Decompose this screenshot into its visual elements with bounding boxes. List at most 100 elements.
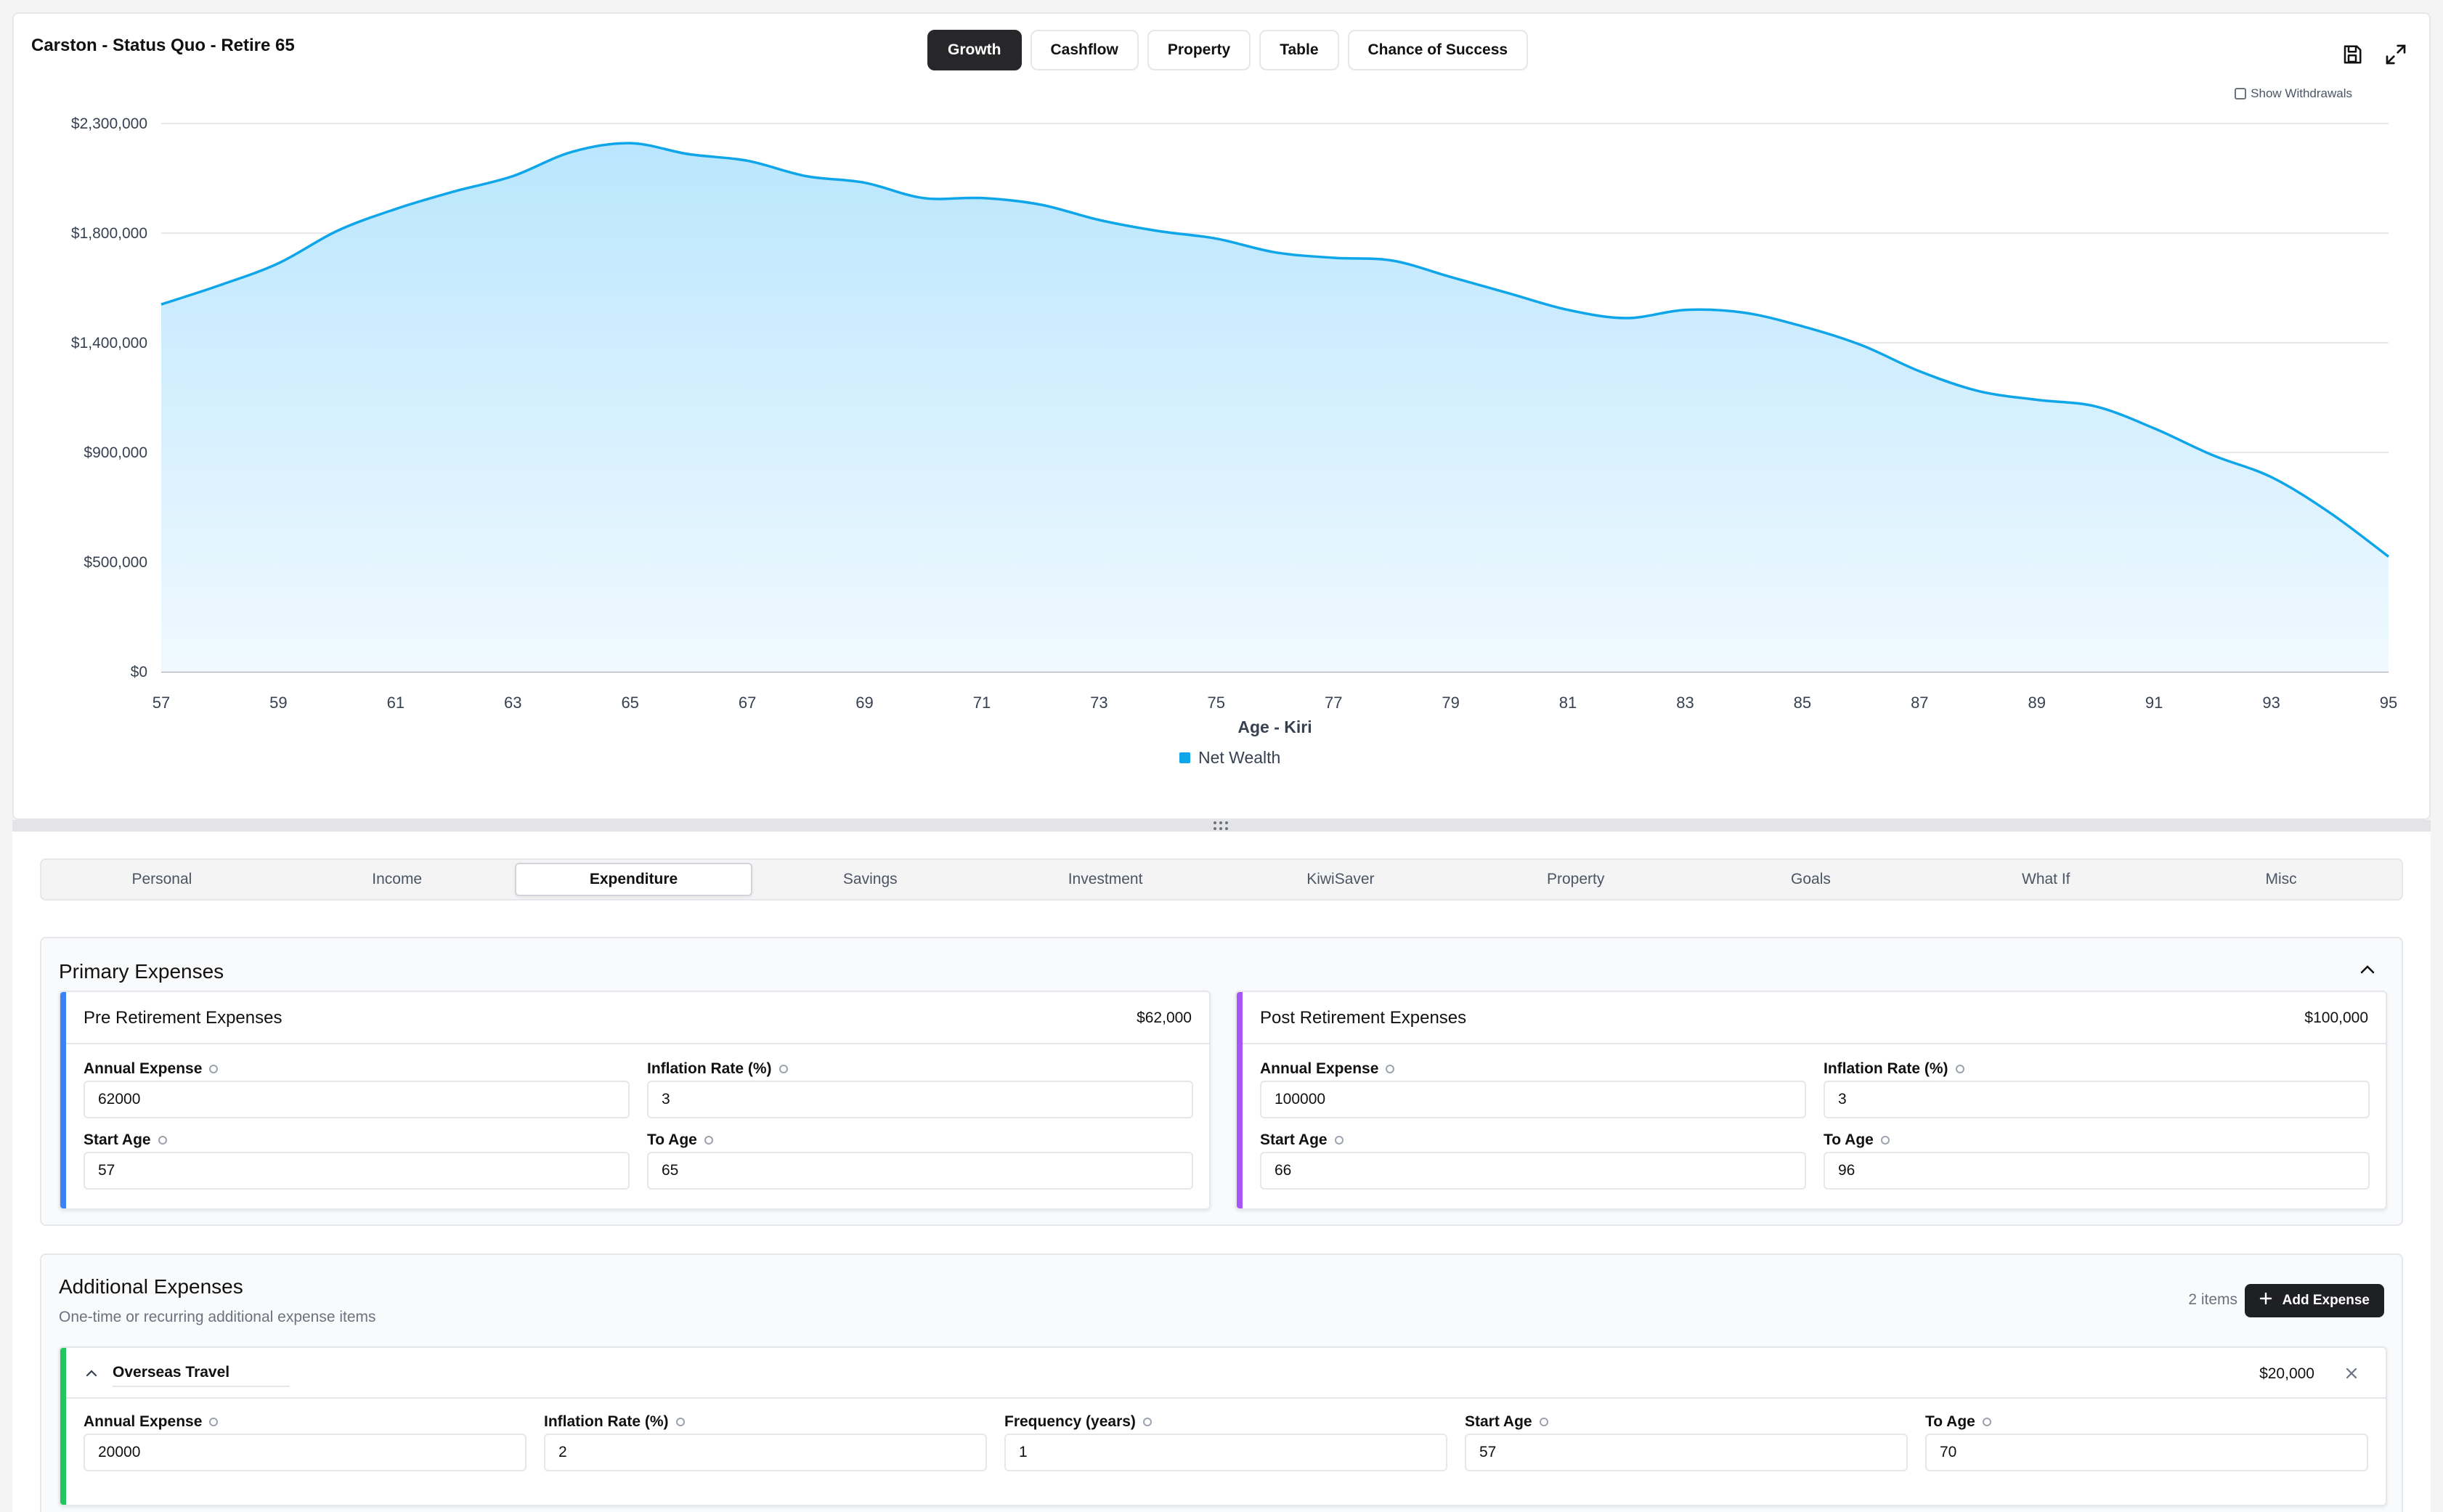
overseas-travel-amount: $20,000	[2259, 1365, 2314, 1382]
travel-to-age-input[interactable]: 70	[1925, 1434, 2368, 1471]
info-icon[interactable]	[209, 1065, 219, 1073]
tab-expenditure[interactable]: Expenditure	[514, 863, 753, 896]
pre-annual-expense-input[interactable]: 62000	[84, 1081, 630, 1118]
travel-frequency-label: Frequency (years)	[1004, 1413, 1136, 1430]
travel-annual-expense-label: Annual Expense	[84, 1413, 203, 1430]
info-icon[interactable]	[1539, 1418, 1548, 1426]
additional-expenses-title: Additional Expenses	[59, 1275, 243, 1298]
pre-retirement-amount: $62,000	[1137, 1009, 1192, 1026]
post-inflation-label: Inflation Rate (%)	[1824, 1060, 1948, 1077]
additional-expenses-subtitle: One-time or recurring additional expense…	[59, 1309, 376, 1325]
post-retirement-card: Post Retirement Expenses $100,000 Annual…	[1235, 991, 2387, 1210]
x-tick-label: 85	[1794, 694, 1811, 712]
tab-misc[interactable]: Misc	[2265, 871, 2297, 887]
travel-start-age-input[interactable]: 57	[1465, 1434, 1908, 1471]
pre-start-age-input[interactable]: 57	[84, 1152, 630, 1190]
tab-investment[interactable]: Investment	[1068, 871, 1143, 887]
tab-goals[interactable]: Goals	[1791, 871, 1831, 887]
legend-swatch	[1179, 752, 1190, 763]
close-icon[interactable]	[2345, 1367, 2358, 1383]
travel-inflation-input[interactable]: 2	[544, 1434, 987, 1471]
post-start-age-label: Start Age	[1260, 1131, 1328, 1148]
additional-expenses-group: Additional Expenses One-time or recurrin…	[40, 1253, 2403, 1512]
info-icon[interactable]	[1880, 1136, 1890, 1145]
tab-what-if[interactable]: What If	[2022, 871, 2070, 887]
post-annual-expense-label: Annual Expense	[1260, 1060, 1379, 1077]
view-tabs: Growth Cashflow Property Table Chance of…	[927, 30, 1529, 70]
expand-icon[interactable]	[2383, 41, 2409, 68]
y-tick-label: $500,000	[84, 554, 147, 571]
pre-inflation-input[interactable]: 3	[647, 1081, 1193, 1118]
info-icon[interactable]	[1955, 1065, 1964, 1073]
post-start-age-input[interactable]: 66	[1260, 1152, 1806, 1190]
info-icon[interactable]	[1386, 1065, 1395, 1073]
show-withdrawals-checkbox[interactable]	[2235, 88, 2247, 99]
tab-savings[interactable]: Savings	[842, 871, 898, 887]
tab-chance-of-success[interactable]: Chance of Success	[1347, 30, 1529, 70]
x-tick-label: 91	[2145, 694, 2163, 712]
tab-property[interactable]: Property	[1147, 30, 1251, 70]
tab-property-section[interactable]: Property	[1546, 871, 1605, 887]
x-tick-label: 75	[1208, 694, 1225, 712]
travel-start-age-field: Start Age 57	[1465, 1412, 1908, 1471]
x-tick-label: 73	[1090, 694, 1107, 712]
tab-kiwisaver[interactable]: KiwiSaver	[1306, 871, 1375, 887]
travel-annual-expense-field: Annual Expense 20000	[84, 1412, 527, 1471]
pre-retirement-title: Pre Retirement Expenses	[84, 1008, 282, 1028]
add-expense-button[interactable]: Add Expense	[2244, 1284, 2384, 1317]
pre-to-age-input[interactable]: 65	[647, 1152, 1193, 1190]
x-tick-label: 71	[973, 694, 991, 712]
net-wealth-area	[161, 143, 2389, 672]
chevron-up-icon[interactable]	[2359, 964, 2375, 978]
info-icon[interactable]	[1334, 1136, 1344, 1145]
info-icon[interactable]	[209, 1418, 219, 1426]
add-expense-label: Add Expense	[2282, 1293, 2370, 1308]
drag-handle-icon[interactable]	[1214, 821, 1231, 830]
chevron-up-icon[interactable]	[85, 1368, 98, 1381]
post-retirement-accent	[1237, 992, 1243, 1208]
post-inflation-input[interactable]: 3	[1824, 1081, 2370, 1118]
x-tick-label: 83	[1676, 694, 1694, 712]
pre-to-age-label: To Age	[647, 1131, 697, 1148]
plus-icon	[2259, 1292, 2272, 1309]
post-to-age-field: To Age 96	[1824, 1130, 2370, 1190]
info-icon[interactable]	[1982, 1418, 1991, 1426]
info-icon[interactable]	[675, 1418, 685, 1426]
pre-inflation-label: Inflation Rate (%)	[647, 1060, 772, 1077]
tab-table[interactable]: Table	[1259, 30, 1339, 70]
travel-start-age-label: Start Age	[1465, 1413, 1532, 1430]
save-icon[interactable]	[2339, 41, 2365, 68]
expense-name-input[interactable]: Overseas Travel	[113, 1364, 290, 1387]
post-annual-expense-input[interactable]: 100000	[1260, 1081, 1806, 1118]
x-tick-label: 65	[621, 694, 638, 712]
y-tick-label: $1,800,000	[71, 225, 147, 242]
overseas-travel-header: Overseas Travel $20,000	[66, 1348, 2386, 1399]
post-to-age-input[interactable]: 96	[1824, 1152, 2370, 1190]
info-icon[interactable]	[1142, 1418, 1152, 1426]
x-tick-label: 59	[269, 694, 287, 712]
net-wealth-line	[160, 142, 2390, 558]
info-icon[interactable]	[779, 1065, 788, 1073]
primary-expenses-group: Primary Expenses Pre Retirement Expenses…	[40, 937, 2403, 1226]
section-tabs: Personal Income Expenditure Savings Inve…	[40, 858, 2403, 901]
tab-growth[interactable]: Growth	[927, 30, 1022, 70]
tab-personal[interactable]: Personal	[131, 871, 192, 887]
overseas-travel-card: Overseas Travel $20,000 Annual Expense 2…	[59, 1346, 2387, 1506]
travel-to-age-label: To Age	[1925, 1413, 1975, 1430]
show-withdrawals-toggle[interactable]: Show Withdrawals	[2235, 86, 2352, 101]
tab-cashflow[interactable]: Cashflow	[1030, 30, 1139, 70]
resize-divider[interactable]	[12, 820, 2431, 832]
travel-frequency-input[interactable]: 1	[1004, 1434, 1447, 1471]
items-count: 2 items	[2188, 1291, 2237, 1308]
info-icon[interactable]	[158, 1136, 167, 1145]
post-retirement-header: Post Retirement Expenses $100,000	[1243, 992, 2386, 1044]
x-tick-label: 87	[1911, 694, 1928, 712]
show-withdrawals-label: Show Withdrawals	[2251, 86, 2352, 100]
x-tick-label: 57	[153, 694, 170, 712]
x-tick-label: 95	[2380, 694, 2397, 712]
info-icon[interactable]	[704, 1136, 713, 1145]
pre-retirement-header: Pre Retirement Expenses $62,000	[66, 992, 1209, 1044]
x-tick-label: 77	[1325, 694, 1342, 712]
travel-annual-expense-input[interactable]: 20000	[84, 1434, 527, 1471]
tab-income[interactable]: Income	[372, 871, 423, 887]
